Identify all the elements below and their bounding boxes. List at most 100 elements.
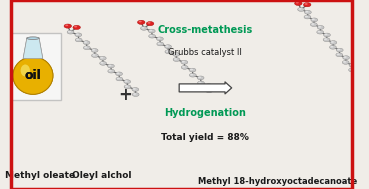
Ellipse shape bbox=[21, 65, 30, 77]
Circle shape bbox=[76, 39, 79, 40]
Circle shape bbox=[356, 71, 359, 73]
Circle shape bbox=[165, 45, 172, 49]
Circle shape bbox=[117, 77, 120, 79]
Circle shape bbox=[199, 82, 201, 83]
Text: oil: oil bbox=[25, 69, 41, 82]
Circle shape bbox=[197, 81, 204, 85]
Circle shape bbox=[148, 22, 151, 24]
Circle shape bbox=[206, 89, 213, 93]
Circle shape bbox=[157, 42, 164, 46]
Circle shape bbox=[298, 8, 304, 11]
Ellipse shape bbox=[13, 57, 53, 94]
Circle shape bbox=[198, 77, 201, 78]
Circle shape bbox=[303, 3, 311, 7]
Circle shape bbox=[149, 35, 153, 36]
Circle shape bbox=[317, 26, 324, 29]
Ellipse shape bbox=[27, 37, 39, 39]
Circle shape bbox=[331, 41, 334, 43]
Circle shape bbox=[337, 53, 340, 55]
Text: Grubbs catalyst II: Grubbs catalyst II bbox=[169, 48, 242, 57]
Circle shape bbox=[92, 54, 96, 56]
Circle shape bbox=[362, 78, 369, 82]
Circle shape bbox=[206, 84, 209, 86]
Text: Methyl 18-hydroxyoctadecanoate: Methyl 18-hydroxyoctadecanoate bbox=[197, 177, 357, 186]
Circle shape bbox=[173, 53, 180, 56]
Circle shape bbox=[74, 26, 77, 27]
Text: Total yield = 88%: Total yield = 88% bbox=[162, 133, 249, 143]
Circle shape bbox=[349, 63, 356, 67]
Circle shape bbox=[336, 53, 343, 57]
Circle shape bbox=[182, 66, 185, 68]
Circle shape bbox=[336, 48, 343, 52]
Circle shape bbox=[317, 30, 324, 34]
Circle shape bbox=[139, 21, 142, 22]
Circle shape bbox=[92, 54, 99, 57]
Circle shape bbox=[83, 46, 90, 50]
Text: oil: oil bbox=[25, 69, 41, 82]
Circle shape bbox=[125, 80, 128, 82]
Circle shape bbox=[76, 33, 79, 35]
Circle shape bbox=[344, 56, 346, 58]
Circle shape bbox=[108, 69, 115, 73]
Text: Cross-metathesis: Cross-metathesis bbox=[158, 25, 253, 35]
Circle shape bbox=[189, 73, 196, 77]
Circle shape bbox=[343, 61, 346, 63]
Circle shape bbox=[311, 18, 318, 22]
Circle shape bbox=[337, 49, 340, 50]
Text: Hydrogenation: Hydrogenation bbox=[165, 108, 246, 118]
Circle shape bbox=[68, 31, 71, 33]
Circle shape bbox=[324, 38, 327, 40]
Circle shape bbox=[148, 29, 155, 33]
Circle shape bbox=[138, 20, 145, 24]
Circle shape bbox=[92, 49, 95, 51]
Circle shape bbox=[342, 60, 349, 64]
Circle shape bbox=[304, 15, 311, 19]
Ellipse shape bbox=[13, 57, 53, 94]
Circle shape bbox=[100, 62, 104, 64]
Circle shape bbox=[365, 84, 368, 86]
Circle shape bbox=[64, 24, 72, 28]
Circle shape bbox=[165, 45, 169, 47]
Circle shape bbox=[158, 43, 161, 44]
Circle shape bbox=[125, 85, 128, 87]
Circle shape bbox=[206, 84, 212, 88]
Circle shape bbox=[115, 72, 123, 76]
Circle shape bbox=[296, 2, 299, 3]
Circle shape bbox=[363, 79, 366, 81]
Circle shape bbox=[323, 38, 330, 42]
Circle shape bbox=[133, 88, 136, 90]
Circle shape bbox=[294, 1, 302, 5]
Circle shape bbox=[166, 50, 169, 52]
Circle shape bbox=[124, 80, 131, 84]
Circle shape bbox=[91, 49, 98, 52]
Circle shape bbox=[181, 60, 188, 64]
Polygon shape bbox=[23, 38, 43, 59]
Circle shape bbox=[355, 76, 362, 79]
Circle shape bbox=[65, 25, 68, 26]
Circle shape bbox=[350, 64, 353, 66]
Circle shape bbox=[330, 41, 337, 44]
Circle shape bbox=[207, 89, 210, 91]
Circle shape bbox=[165, 50, 172, 54]
Circle shape bbox=[190, 74, 193, 75]
Circle shape bbox=[330, 46, 334, 48]
Circle shape bbox=[305, 11, 308, 13]
Text: Methyl oleate: Methyl oleate bbox=[5, 171, 75, 180]
Circle shape bbox=[84, 46, 87, 48]
Circle shape bbox=[349, 69, 352, 70]
Circle shape bbox=[141, 26, 147, 30]
Circle shape bbox=[363, 84, 369, 88]
Circle shape bbox=[67, 30, 74, 34]
Circle shape bbox=[73, 25, 80, 29]
Polygon shape bbox=[23, 38, 43, 59]
Circle shape bbox=[324, 34, 328, 35]
Circle shape bbox=[116, 77, 123, 81]
Circle shape bbox=[343, 56, 349, 60]
Ellipse shape bbox=[27, 37, 39, 39]
Circle shape bbox=[305, 16, 308, 17]
Circle shape bbox=[318, 31, 321, 33]
Circle shape bbox=[311, 23, 314, 25]
Circle shape bbox=[84, 41, 87, 43]
Circle shape bbox=[100, 57, 103, 59]
Circle shape bbox=[189, 68, 196, 72]
